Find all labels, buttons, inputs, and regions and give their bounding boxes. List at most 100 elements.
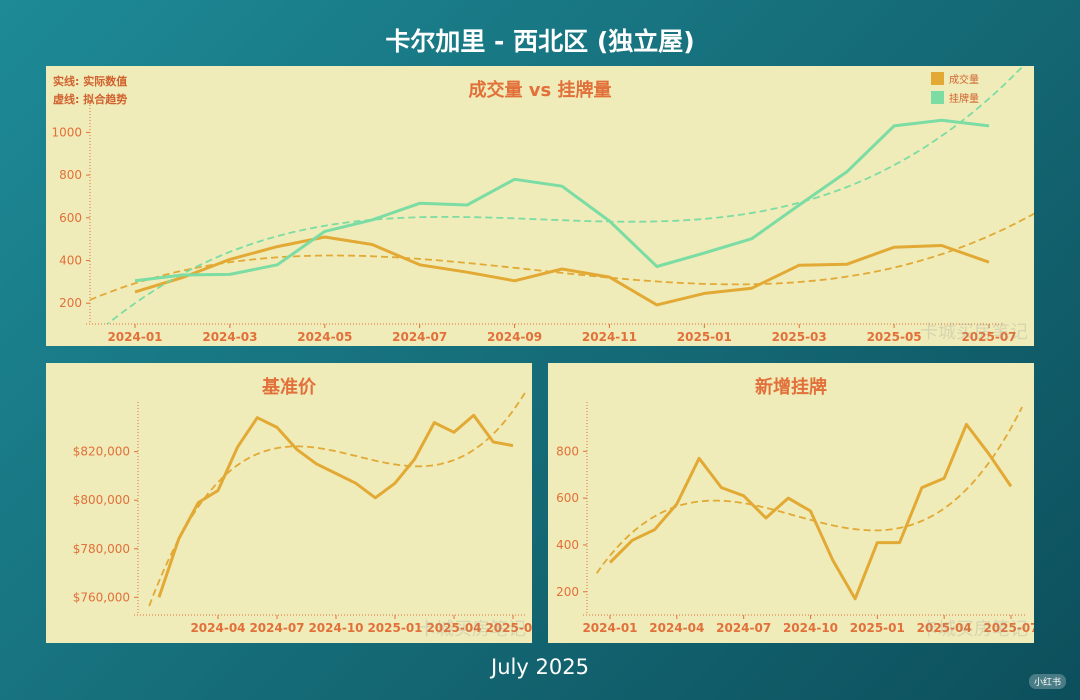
data-point <box>512 444 515 447</box>
series-line <box>157 413 514 598</box>
data-point <box>703 252 706 255</box>
benchmark-price-panel: 基准价 $760,000 $780,000 $800,000 $820,000 2024… <box>46 363 532 643</box>
data-point <box>845 170 848 173</box>
series-line <box>608 422 1013 601</box>
data-point <box>920 486 923 489</box>
series-line <box>134 235 990 307</box>
data-point <box>750 237 753 240</box>
data-point <box>720 486 723 489</box>
data-point <box>413 458 416 461</box>
data-point <box>276 263 279 266</box>
trend-line <box>90 212 1034 301</box>
chart-title: 基准价 <box>262 377 316 398</box>
data-point <box>323 236 326 239</box>
data-point <box>466 204 469 207</box>
x-tick-label: 2025-01 <box>850 621 905 635</box>
data-point <box>433 421 436 424</box>
chart-svg: 200 400 600 800 2024-01 2024-04 2024-07 2024-10… <box>556 402 1034 635</box>
data-point <box>631 539 634 542</box>
data-point <box>698 457 701 460</box>
data-point <box>703 292 706 295</box>
data-point <box>1010 485 1013 488</box>
x-tick-label: 2024-10 <box>308 621 363 635</box>
data-point <box>987 452 990 455</box>
y-tick-label: 400 <box>59 253 82 267</box>
y-tick-label: 600 <box>59 211 82 225</box>
x-tick-label: 2025-03 <box>772 330 827 344</box>
watermark: 卡城买房笔记 <box>920 619 1028 640</box>
data-point <box>228 258 231 261</box>
trend-line <box>106 66 1025 324</box>
data-point <box>893 246 896 249</box>
data-point <box>197 501 200 504</box>
chart-svg: 200 400 600 800 1000 2024-01 2024-03 2024-05 202… <box>51 66 1034 344</box>
data-point <box>158 596 161 599</box>
data-point <box>940 244 943 247</box>
legend-item-listings: 挂牌量 <box>931 88 979 107</box>
x-tick-label: 2025-04 <box>426 621 481 635</box>
x-tick-label: 2025-05 <box>867 330 922 344</box>
x-tick-label: 2025-07 <box>961 330 1016 344</box>
data-point <box>798 204 801 207</box>
y-tick-label: 1000 <box>51 125 82 139</box>
footer-date: July 2025 <box>491 655 589 679</box>
watermark: 卡城买房笔记 <box>418 619 526 640</box>
x-tick-label: 2025-07 <box>983 621 1034 635</box>
legend: 成交量 挂牌量 <box>931 69 979 107</box>
x-tick-label: 2024-01 <box>582 621 637 635</box>
data-point <box>177 538 180 541</box>
data-point <box>394 482 397 485</box>
data-point <box>787 497 790 500</box>
x-tick-label: 2024-10 <box>783 621 838 635</box>
data-point <box>354 482 357 485</box>
watermark: 卡城买房笔记 <box>920 322 1028 343</box>
x-tick-label: 2024-04 <box>190 621 245 635</box>
y-tick-label: 200 <box>59 296 82 310</box>
y-tick-label: 800 <box>59 168 82 182</box>
data-point <box>236 445 239 448</box>
data-point <box>323 230 326 233</box>
chart-title: 成交量 vs 挂牌量 <box>468 80 612 101</box>
data-point <box>675 503 678 506</box>
data-point <box>988 124 991 127</box>
x-tick-label: 2025-07 <box>485 621 532 635</box>
x-tick-label: 2024-11 <box>582 330 637 344</box>
x-tick-label: 2024-01 <box>107 330 162 344</box>
note-solid-line: 实线: 实际数值 <box>53 75 128 88</box>
data-point <box>608 276 611 279</box>
data-point <box>608 220 611 223</box>
x-tick-label: 2025-01 <box>677 330 732 344</box>
data-point <box>609 561 612 564</box>
platform-badge: 小红书 <box>1028 674 1066 689</box>
data-point <box>845 263 848 266</box>
legend-swatch-sales <box>931 72 944 85</box>
y-tick-label: 600 <box>556 491 579 505</box>
data-point <box>655 265 658 268</box>
y-tick-label: 800 <box>556 444 579 458</box>
page-title: 卡尔加里 - 西北区 (独立屋) <box>385 27 695 56</box>
data-point <box>742 494 745 497</box>
x-tick-label: 2024-03 <box>202 330 257 344</box>
x-tick-label: 2024-09 <box>487 330 542 344</box>
data-point <box>256 416 259 419</box>
data-point <box>750 287 753 290</box>
chart-svg: $760,000 $780,000 $800,000 $820,000 2024-04 2… <box>73 392 532 635</box>
y-tick-label: $820,000 <box>73 445 130 459</box>
data-point <box>472 414 475 417</box>
data-point <box>276 245 279 248</box>
note-dashed-line: 虚线: 拟合趋势 <box>53 93 128 106</box>
data-point <box>418 263 421 266</box>
data-point <box>831 559 834 562</box>
data-point <box>561 268 564 271</box>
legend-label-sales: 成交量 <box>949 75 979 86</box>
data-point <box>653 528 656 531</box>
legend-label-listings: 挂牌量 <box>949 94 979 105</box>
x-tick-label: 2025-04 <box>917 621 972 635</box>
data-point <box>655 303 658 306</box>
series-line <box>134 118 990 283</box>
data-point <box>893 124 896 127</box>
data-point <box>466 271 469 274</box>
data-point <box>988 261 991 264</box>
data-point <box>453 431 456 434</box>
data-point <box>513 178 516 181</box>
